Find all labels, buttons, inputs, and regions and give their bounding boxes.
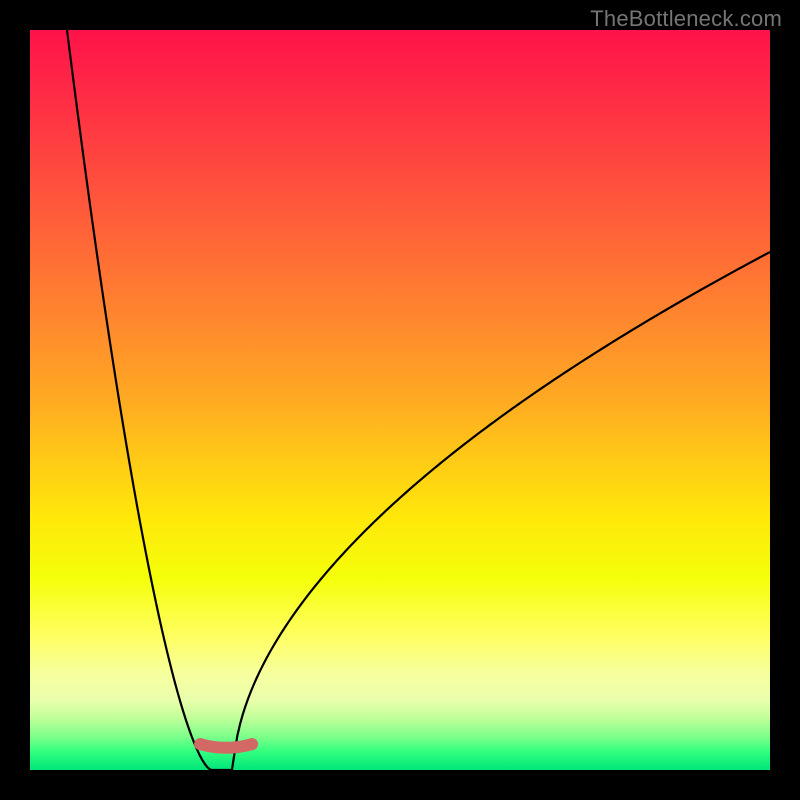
optimal-marker-left-dot (194, 738, 206, 750)
gradient-background (30, 30, 770, 770)
watermark-text: TheBottleneck.com (590, 6, 782, 32)
optimal-marker-band (200, 744, 252, 748)
plot-area (30, 30, 770, 770)
outer-frame: TheBottleneck.com (0, 0, 800, 800)
optimal-marker-right-dot (246, 738, 258, 750)
bottleneck-chart (30, 30, 770, 770)
